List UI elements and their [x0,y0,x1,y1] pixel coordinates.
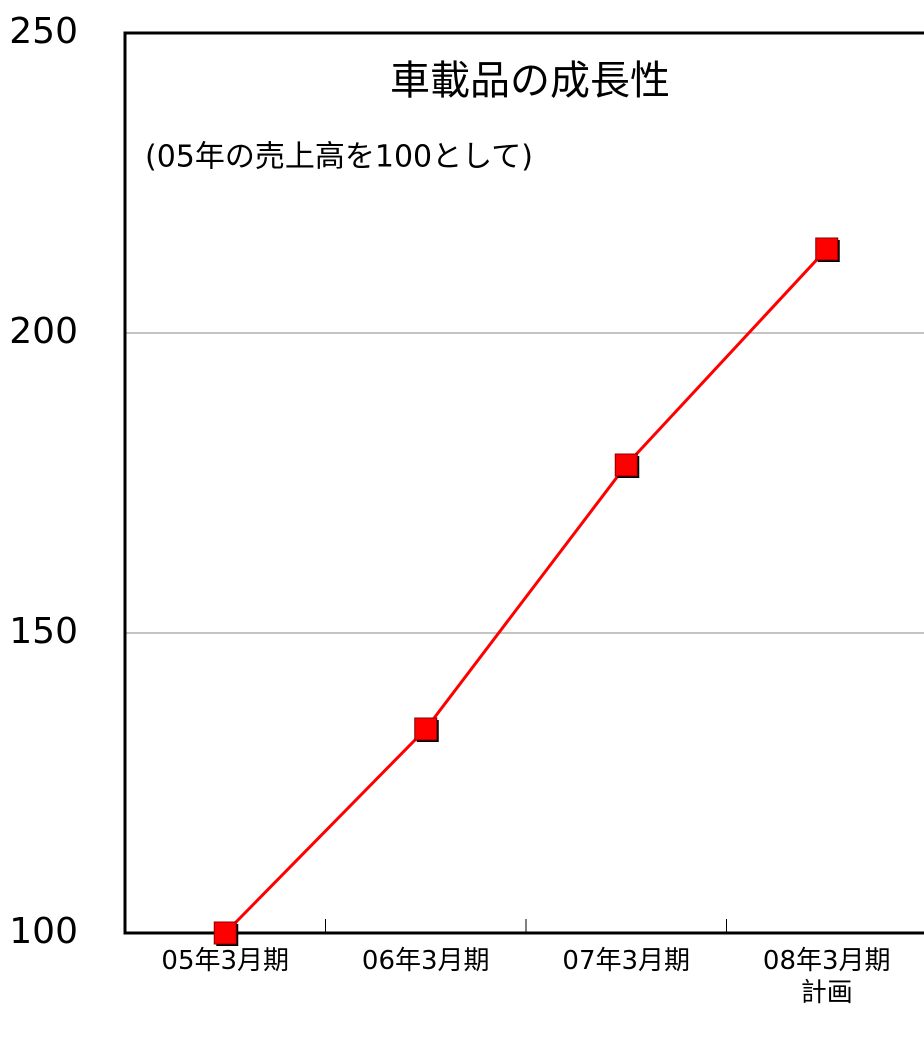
x-tick-label: 07年3月期 [562,946,691,976]
plot-frame [123,31,924,935]
x-tick-label: 05年3月期 [161,946,290,976]
point [414,717,438,741]
x-tick-label: 08年3月期 計画 [762,946,891,1008]
chart-subtitle: (05年の売上高を100として) [145,140,533,175]
y-tick-label: 250 [9,11,78,52]
y-tick-label: 150 [9,611,78,652]
y-tick-label: 200 [9,311,78,352]
point [815,237,839,261]
y-tick-label: 100 [9,911,78,952]
line [224,247,828,935]
point [213,921,237,945]
chart-title: 車載品の成長性 [390,58,670,104]
point [614,453,638,477]
x-tick-label: 06年3月期 [361,946,490,976]
